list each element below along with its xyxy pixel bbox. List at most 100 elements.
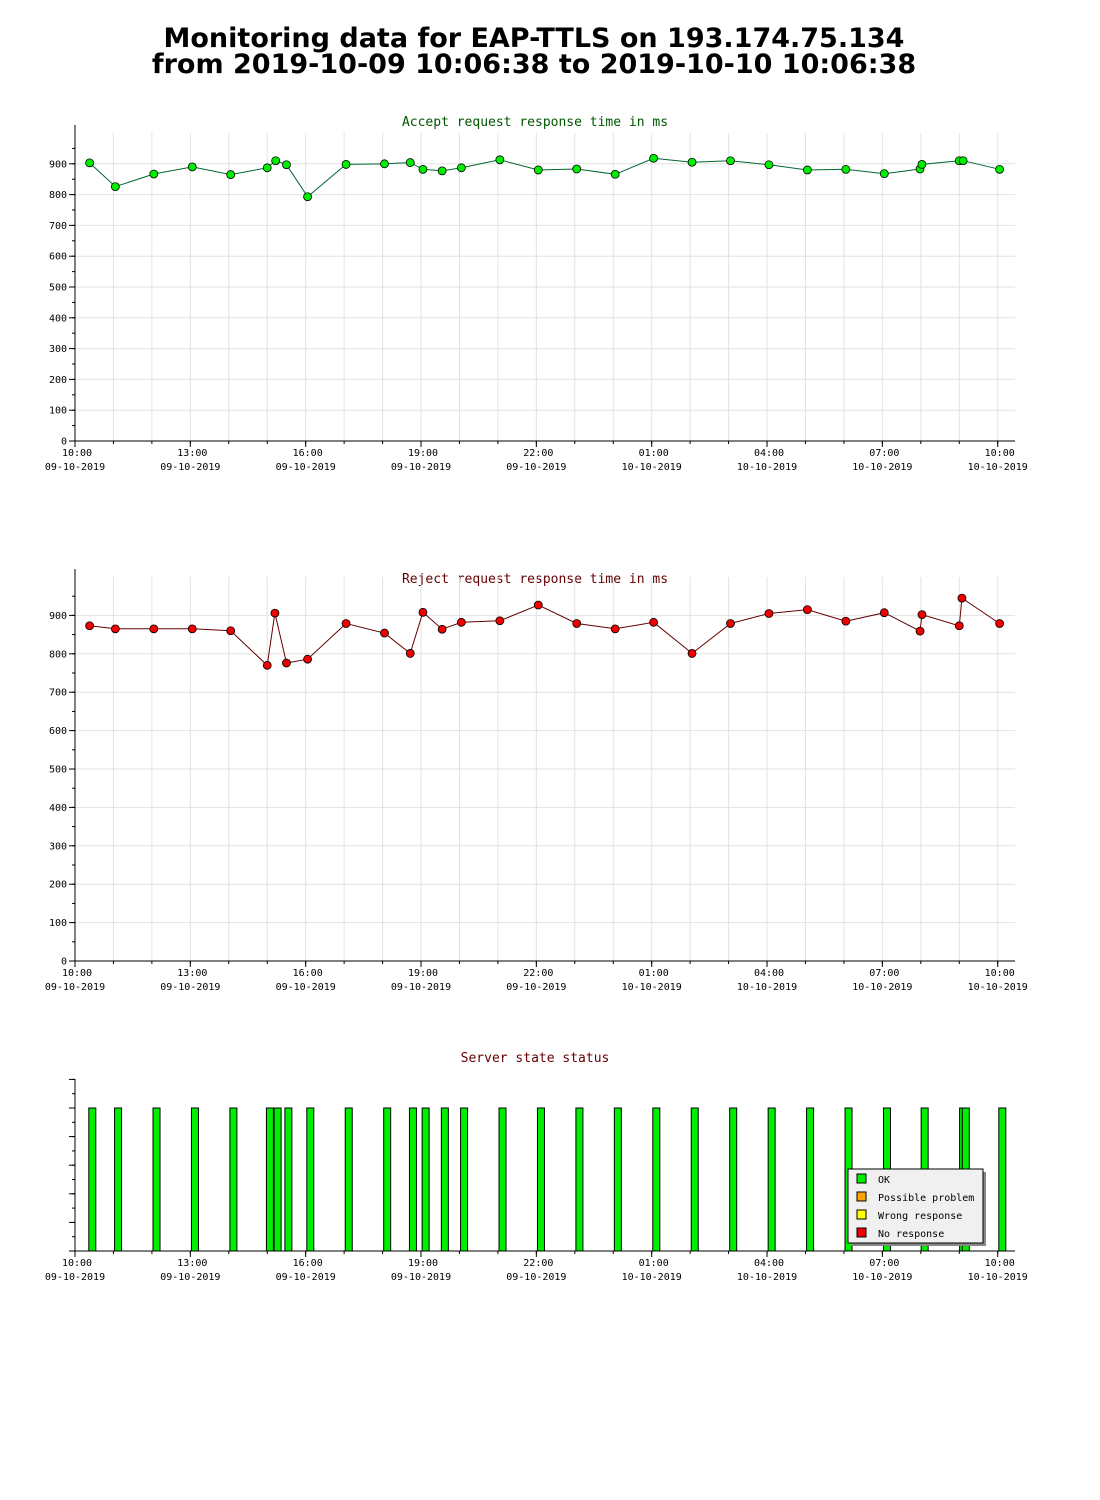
x-tick-time-label: 07:00 (869, 448, 899, 459)
x-tick-time-label: 10:00 (985, 968, 1015, 979)
x-tick-time-label: 10:00 (62, 448, 92, 459)
status-bar (284, 1107, 293, 1252)
x-tick-time-label: 04:00 (754, 1258, 784, 1269)
status-bar (998, 1107, 1007, 1252)
status-bar (344, 1107, 353, 1252)
legend-swatch (856, 1227, 867, 1238)
x-tick-date-label: 09-10-2019 (391, 1272, 451, 1283)
accept-response-chart: Accept request response time in ms 0 100 20… (45, 115, 1028, 473)
x-tick-time-label: 19:00 (408, 968, 438, 979)
accept-data-point (495, 155, 505, 165)
x-tick-date-label: 09-10-2019 (45, 1272, 105, 1283)
reject-data-point (149, 624, 159, 634)
x-tick-date-label: 10-10-2019 (622, 462, 682, 473)
status-bar (690, 1107, 699, 1252)
x-tick-time-label: 10:00 (62, 1258, 92, 1269)
reject-data-point (841, 616, 851, 626)
reject-data-point (405, 649, 415, 658)
x-tick-date-label: 10-10-2019 (852, 982, 912, 993)
x-tick-time-label: 10:00 (985, 448, 1015, 459)
accept-data-point (271, 156, 281, 166)
x-tick-date-label: 09-10-2019 (45, 462, 105, 473)
x-tick-time-label: 16:00 (293, 448, 323, 459)
accept-data-point (303, 192, 312, 202)
reject-data-point (957, 593, 967, 603)
y-tick-label: 700 (49, 221, 67, 232)
reject-response-chart: Reject request response time in ms 0 100 20… (45, 569, 1028, 993)
reject-data-point (262, 660, 272, 670)
reject-data-point (649, 617, 659, 627)
x-tick-date-label: 10-10-2019 (737, 1272, 797, 1283)
accept-data-point (533, 165, 543, 175)
y-tick-label: 0 (61, 437, 67, 448)
x-tick-date-label: 10-10-2019 (737, 462, 797, 473)
accept-data-point (380, 159, 389, 169)
status-bar (536, 1107, 545, 1252)
x-tick-time-label: 07:00 (869, 1258, 899, 1269)
reject-data-point (726, 619, 735, 628)
x-tick-time-label: 13:00 (177, 448, 207, 459)
status-bar (460, 1107, 469, 1252)
reject-data-point (270, 608, 280, 618)
reject-data-point (226, 626, 236, 636)
y-tick-label: 500 (49, 283, 67, 294)
legend-label: OK (878, 1175, 890, 1186)
accept-data-point (418, 164, 428, 174)
status-bar (767, 1107, 776, 1252)
x-tick-date-label: 09-10-2019 (506, 1272, 566, 1283)
x-tick-time-label: 22:00 (523, 1258, 553, 1269)
y-tick-label: 0 (61, 957, 67, 968)
status-bar (273, 1107, 282, 1252)
x-tick-date-label: 09-10-2019 (160, 462, 220, 473)
legend-box (847, 1168, 984, 1244)
x-tick-date-label: 09-10-2019 (276, 1272, 336, 1283)
reject-data-point (879, 608, 889, 618)
reject-data-point (572, 619, 582, 628)
y-tick-label: 900 (49, 159, 67, 170)
y-tick-label: 300 (49, 344, 67, 355)
reject-data-point (303, 654, 312, 664)
status-bar (498, 1107, 507, 1252)
status-bar (265, 1107, 274, 1252)
accept-data-point (879, 169, 889, 179)
x-tick-time-label: 22:00 (523, 968, 553, 979)
reject-data-point (282, 658, 291, 668)
x-tick-date-label: 10-10-2019 (852, 462, 912, 473)
legend-swatch (856, 1173, 867, 1184)
x-tick-time-label: 19:00 (408, 1258, 438, 1269)
status-bar (190, 1107, 199, 1252)
y-tick-label: 100 (49, 918, 67, 929)
y-tick-label: 300 (49, 841, 67, 852)
x-tick-date-label: 09-10-2019 (160, 982, 220, 993)
y-tick-label: 800 (49, 649, 67, 660)
accept-data-point (282, 160, 291, 170)
reject-data-point (915, 626, 925, 636)
y-tick-label: 400 (49, 803, 67, 814)
accept-data-point (649, 153, 659, 163)
accept-data-point (610, 169, 620, 179)
page-title-line-1: Monitoring data for EAP-TTLS on 193.174.… (163, 23, 905, 54)
reject-data-point (85, 621, 95, 631)
server-status-chart: Server state status 10:00 09-10-2019 13:00 0… (45, 1051, 1028, 1283)
accept-data-point (437, 166, 447, 176)
status-bar (306, 1107, 315, 1252)
y-tick-label: 600 (49, 726, 67, 737)
x-tick-date-label: 09-10-2019 (160, 1272, 220, 1283)
legend-swatch (856, 1209, 867, 1220)
accept-chart-title: Accept request response time in ms (402, 115, 668, 130)
status-bar (575, 1107, 584, 1252)
reject-data-point (610, 624, 620, 634)
x-tick-date-label: 10-10-2019 (968, 462, 1028, 473)
accept-data-point (341, 160, 351, 169)
reject-data-point (687, 649, 697, 658)
legend-label: Possible problem (878, 1193, 974, 1204)
status-bar (421, 1107, 430, 1252)
reject-data-point (995, 619, 1005, 628)
reject-data-point (341, 619, 351, 628)
y-tick-label: 900 (49, 611, 67, 622)
accept-data-point (110, 182, 120, 191)
reject-data-point (380, 628, 389, 638)
status-chart-title: Server state status (461, 1051, 610, 1066)
x-tick-date-label: 09-10-2019 (506, 462, 566, 473)
status-bar (229, 1107, 238, 1252)
